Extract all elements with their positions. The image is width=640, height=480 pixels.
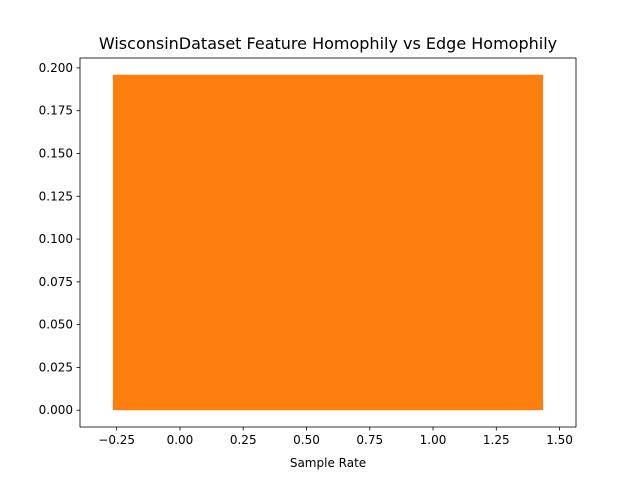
y-tick-label: 0.125	[39, 189, 73, 203]
axes-spines	[79, 57, 577, 428]
y-tick-label: 0.050	[39, 318, 73, 332]
y-tick-label: 0.100	[39, 232, 73, 246]
x-tick-label: 1.50	[546, 433, 573, 447]
x-tick-label: −0.25	[98, 433, 135, 447]
y-tick-label: 0.200	[39, 61, 73, 75]
x-tick-label: 0.75	[356, 433, 383, 447]
x-tick-label: 1.25	[483, 433, 510, 447]
x-tick-label: 1.00	[420, 433, 447, 447]
y-tick-label: 0.150	[39, 147, 73, 161]
x-tick-label: 0.00	[167, 433, 194, 447]
x-axis-ticks: −0.25 0.00 0.25 0.50 0.75 1.00 1.25 1.50	[98, 427, 573, 447]
y-tick-label: 0.025	[39, 360, 73, 374]
bar-group	[112, 74, 544, 411]
y-tick-label: 0.175	[39, 104, 73, 118]
x-tick-label: 0.50	[293, 433, 320, 447]
axes-frame	[79, 57, 577, 428]
bar	[112, 74, 544, 411]
y-tick-label: 0.075	[39, 275, 73, 289]
chart-title: WisconsinDataset Feature Homophily vs Ed…	[99, 34, 557, 53]
x-axis-label: Sample Rate	[290, 456, 366, 470]
y-tick-label: 0.000	[39, 403, 73, 417]
y-axis-ticks: 0.000 0.025 0.050 0.075 0.100 0.125 0.150 0.175…	[39, 61, 80, 417]
x-tick-label: 0.25	[230, 433, 257, 447]
